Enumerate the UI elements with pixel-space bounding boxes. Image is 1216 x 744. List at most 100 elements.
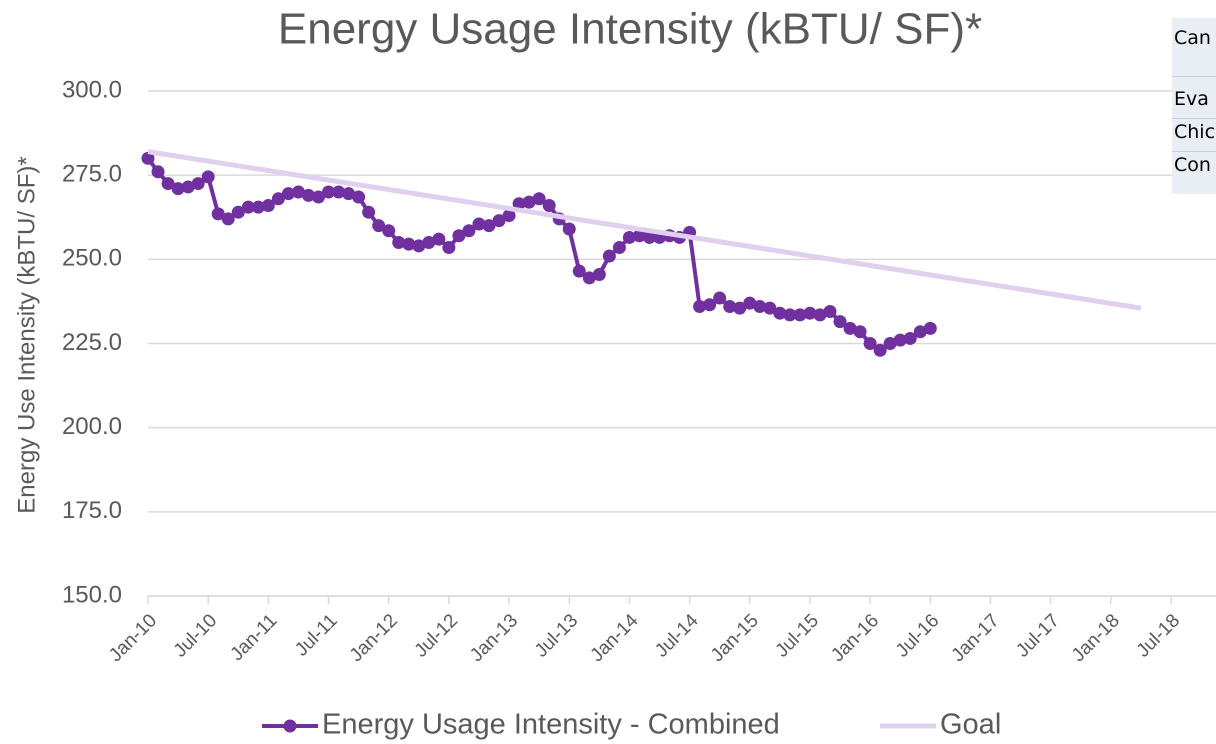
data-point xyxy=(161,177,175,191)
data-point xyxy=(201,170,215,184)
x-tick-label: Jul-14 xyxy=(651,610,703,662)
data-point xyxy=(883,337,897,350)
data-point xyxy=(422,236,436,249)
data-point xyxy=(542,198,556,212)
data-point xyxy=(562,222,576,236)
x-tick-label: Jul-15 xyxy=(772,610,823,661)
data-point xyxy=(372,219,386,233)
data-point xyxy=(301,188,315,202)
data-point xyxy=(632,229,646,243)
data-point xyxy=(412,239,426,253)
data-point xyxy=(452,229,466,243)
x-tick-label: Jan-14 xyxy=(587,610,643,666)
data-point xyxy=(211,207,225,221)
data-point xyxy=(853,325,867,339)
x-tick-label: Jan-18 xyxy=(1068,610,1124,666)
data-point xyxy=(693,299,707,313)
data-point xyxy=(823,305,837,319)
data-point xyxy=(502,209,516,223)
data-point xyxy=(773,306,787,320)
data-point xyxy=(332,185,346,199)
data-point xyxy=(281,187,295,201)
series-line xyxy=(147,149,1142,311)
data-point xyxy=(863,337,877,350)
x-tick-label: Jan-15 xyxy=(707,610,763,666)
data-point xyxy=(382,224,396,238)
data-point xyxy=(642,230,656,244)
x-tick-label: Jul-12 xyxy=(411,610,462,661)
data-point xyxy=(893,333,907,347)
data-point xyxy=(181,180,195,194)
x-tick-label: Jul-11 xyxy=(291,610,341,660)
data-point xyxy=(602,249,616,263)
y-tick-label: 250.0 xyxy=(62,245,122,272)
x-tick-label: Jul-10 xyxy=(170,610,221,661)
data-point xyxy=(743,296,757,310)
data-point xyxy=(342,187,356,201)
data-point xyxy=(402,237,416,251)
y-tick-label: 300.0 xyxy=(62,76,122,103)
x-tick-label: Jul-18 xyxy=(1133,610,1184,661)
data-point xyxy=(151,165,165,179)
data-point xyxy=(472,217,486,231)
table-cell: Con xyxy=(1174,154,1211,176)
x-tick-label: Jan-10 xyxy=(105,610,161,666)
table-cell: Eva xyxy=(1174,88,1209,110)
data-point xyxy=(312,190,325,204)
data-point xyxy=(251,200,265,214)
data-point xyxy=(923,321,937,335)
data-point xyxy=(482,219,496,233)
x-tick-label: Jan-12 xyxy=(346,610,402,666)
y-tick-label: 200.0 xyxy=(62,413,122,440)
y-tick-label: 175.0 xyxy=(62,497,122,524)
data-point xyxy=(783,308,797,322)
data-point xyxy=(352,190,366,204)
data-point xyxy=(221,212,235,226)
x-tick-label: Jan-11 xyxy=(227,610,282,665)
table-rule xyxy=(1172,151,1216,152)
data-point xyxy=(763,301,777,315)
y-tick-label: 225.0 xyxy=(62,329,122,356)
data-point xyxy=(322,185,336,199)
data-point xyxy=(191,177,205,191)
data-point xyxy=(271,192,285,206)
data-point xyxy=(392,236,406,249)
data-point xyxy=(703,298,717,312)
data-point xyxy=(462,224,476,238)
data-point xyxy=(713,291,727,305)
table-header: Can xyxy=(1174,27,1211,49)
data-point xyxy=(532,192,546,206)
data-point xyxy=(873,343,887,357)
data-point xyxy=(592,267,606,281)
legend-label: Goal xyxy=(940,709,1001,741)
y-tick-label: 275.0 xyxy=(62,161,122,188)
data-point xyxy=(903,331,917,345)
data-point xyxy=(733,301,747,315)
data-point xyxy=(913,325,927,339)
data-point xyxy=(572,264,586,278)
x-tick-label: Jan-16 xyxy=(827,610,883,666)
data-point xyxy=(362,205,376,219)
x-tick-label: Jul-13 xyxy=(531,610,582,661)
x-tick-label: Jan-13 xyxy=(466,610,522,666)
table-cell: Chic xyxy=(1174,121,1216,143)
x-tick-label: Jul-17 xyxy=(1012,610,1063,661)
table-rule xyxy=(1172,76,1216,77)
data-point xyxy=(612,241,626,255)
data-point xyxy=(582,271,596,285)
data-point xyxy=(432,232,446,246)
legend-marker xyxy=(283,719,297,733)
chart-title: Energy Usage Intensity (kBTU/ SF)* xyxy=(278,5,982,54)
data-point xyxy=(813,308,827,322)
y-tick-label: 150.0 xyxy=(62,581,122,608)
data-point xyxy=(442,241,456,255)
data-point xyxy=(512,197,526,211)
data-point xyxy=(793,308,807,322)
data-point xyxy=(492,214,506,228)
x-tick-label: Jan-17 xyxy=(948,610,1004,666)
data-point xyxy=(171,182,185,196)
table-rule xyxy=(1172,118,1216,119)
x-tick-label: Jul-16 xyxy=(892,610,943,661)
